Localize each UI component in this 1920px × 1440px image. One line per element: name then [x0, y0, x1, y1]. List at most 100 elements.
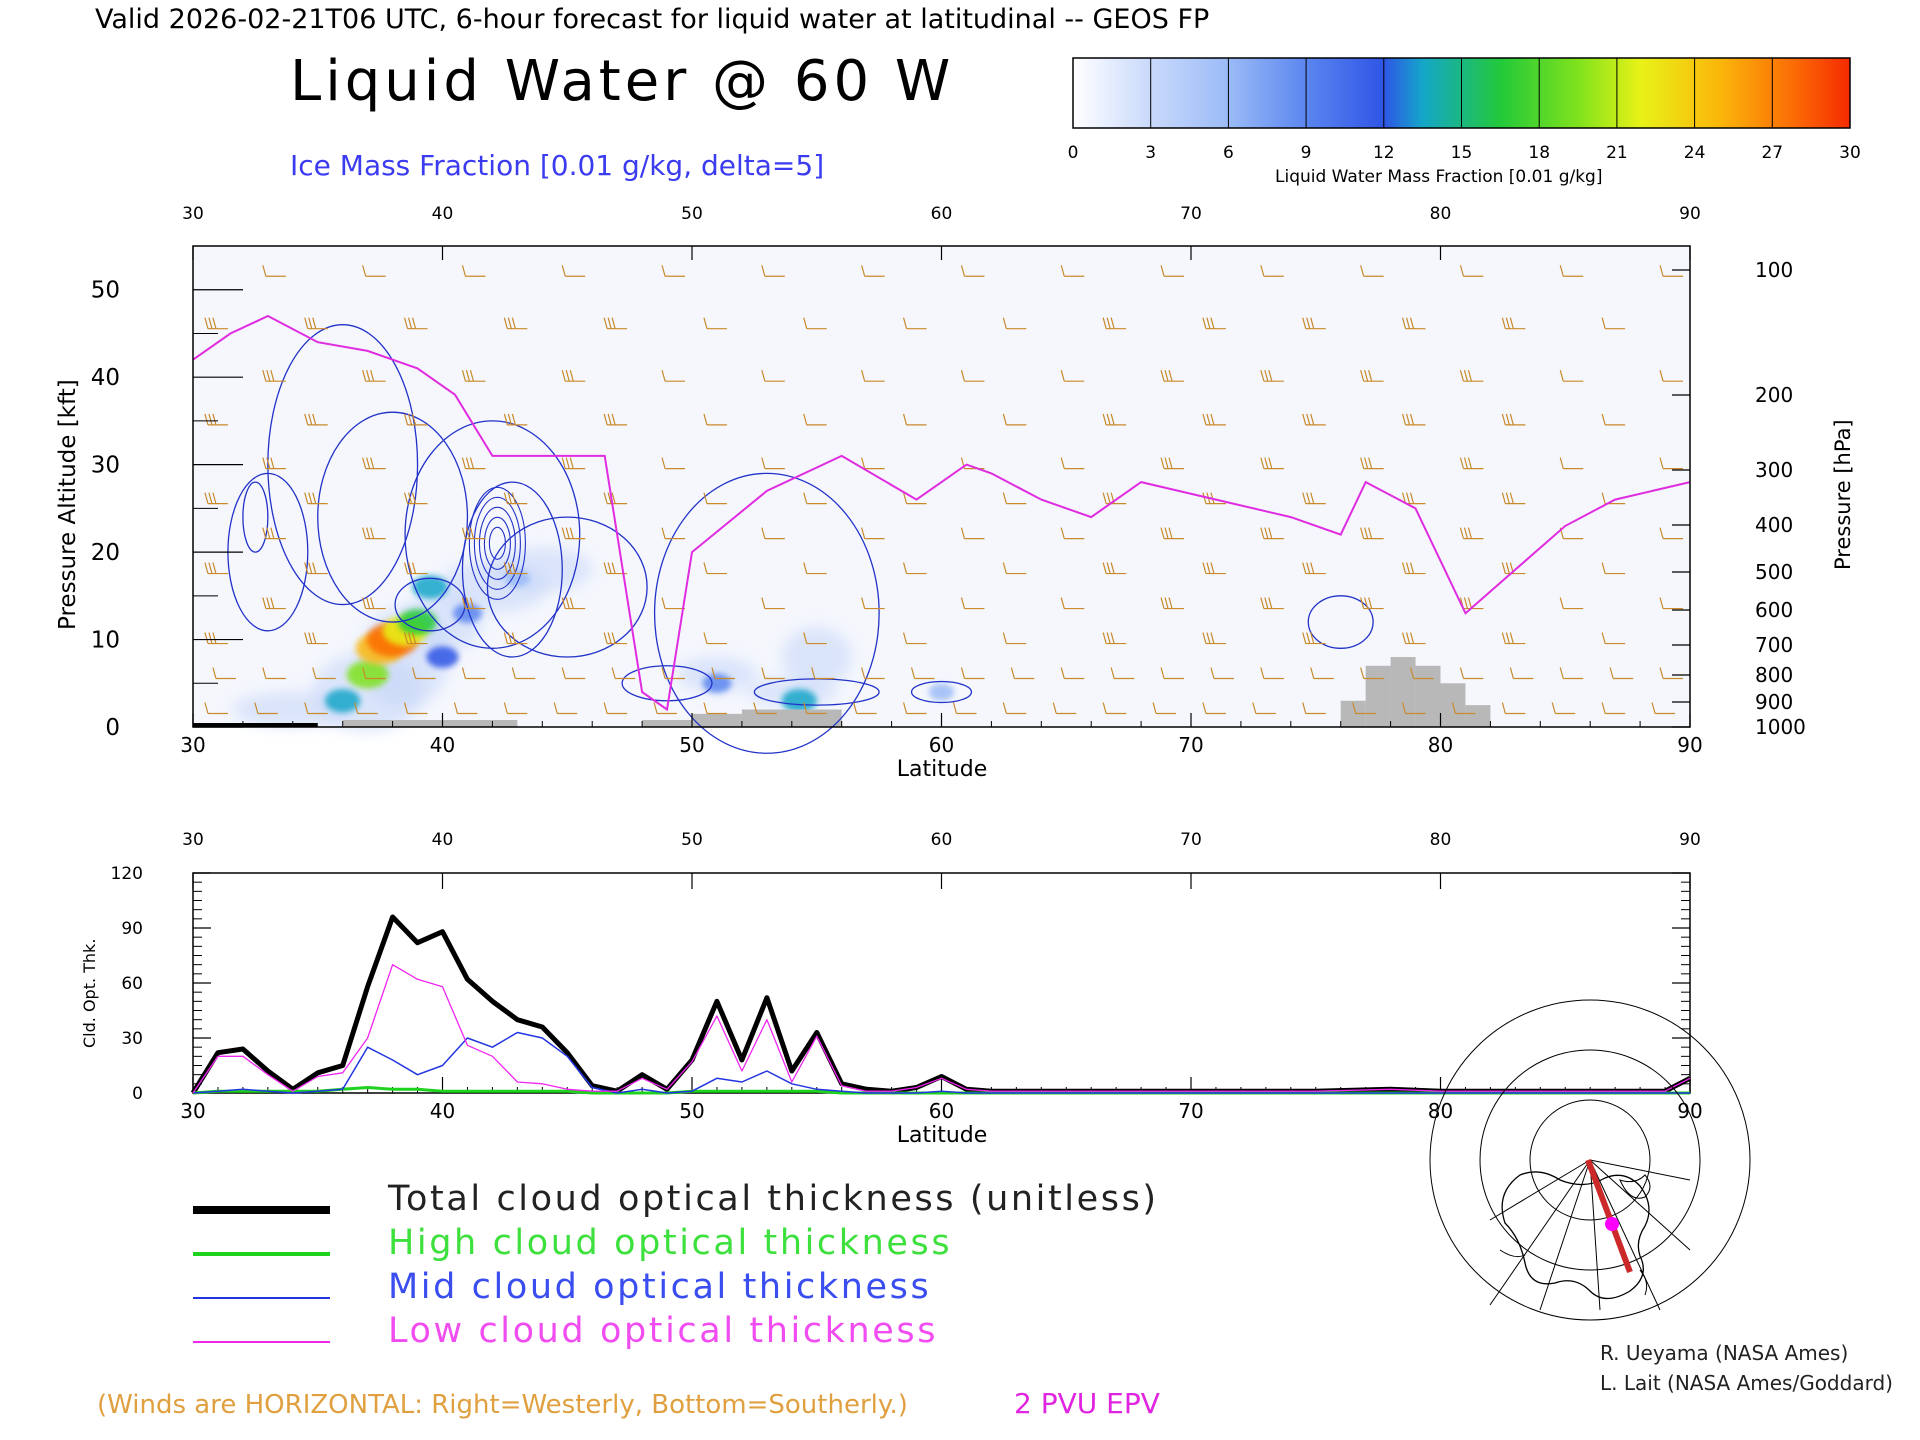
- wind-barb-feather: [1202, 562, 1207, 574]
- wind-barb-feather: [204, 492, 209, 504]
- wind-barb-feather: [1060, 527, 1065, 539]
- wind-barb-feather: [1060, 265, 1065, 277]
- ice-contour: [1307, 595, 1374, 649]
- ice-contour: [486, 516, 648, 658]
- wind-barb: [1609, 667, 1634, 680]
- wind-barb-feather: [761, 667, 766, 679]
- wind-barb-feather: [1509, 632, 1514, 644]
- wind-barb-feather: [1501, 632, 1506, 644]
- wind-barb: [561, 527, 586, 540]
- x-tick-label: 50: [679, 1099, 704, 1123]
- x-tick-label: 60: [929, 733, 954, 757]
- wind-barb-feather: [1601, 413, 1606, 426]
- wind-barb: [503, 702, 528, 715]
- wind-barb: [711, 667, 735, 680]
- wind-barb: [1559, 370, 1584, 382]
- wind-barb: [1459, 370, 1484, 382]
- wind-barb: [661, 527, 686, 540]
- wind-barb-feather: [661, 667, 666, 679]
- wind-barb-feather: [312, 667, 317, 679]
- liquid-water-cell: [426, 646, 459, 668]
- wind-barb: [453, 702, 478, 715]
- wind-barb-feather: [1168, 597, 1173, 609]
- wind-barb: [1360, 527, 1384, 540]
- wind-barb: [902, 702, 927, 715]
- wind-barb-feather: [1268, 527, 1273, 539]
- wind-barb-feather: [304, 413, 309, 426]
- x-tick-label: 90: [1677, 733, 1702, 757]
- legend-low: Low cloud optical thickness: [388, 1311, 938, 1351]
- wind-barb: [204, 492, 228, 505]
- wind-barb: [1160, 527, 1185, 540]
- wind-barb-feather: [503, 317, 508, 329]
- wind-barb: [503, 413, 528, 426]
- wind-barb: [1002, 317, 1027, 330]
- wind-barb-feather: [1310, 667, 1315, 679]
- wind-barb-feather: [1002, 492, 1007, 504]
- wind-barb-feather: [1405, 413, 1411, 426]
- wind-barb-feather: [453, 702, 459, 714]
- wind-barb-feather: [511, 667, 516, 679]
- wind-barb: [1601, 632, 1626, 645]
- bottom-x-label: Latitude: [897, 1123, 988, 1148]
- wind-barb: [204, 413, 228, 426]
- x-top-tick-label: 60: [931, 204, 953, 224]
- wind-barb: [1352, 702, 1376, 715]
- wind-barb-feather: [270, 527, 275, 539]
- wind-barb-feather: [611, 492, 616, 504]
- wind-barb: [561, 597, 586, 610]
- y-right-tick-label: 800: [1755, 663, 1793, 687]
- y-right-tick-label: 600: [1755, 598, 1793, 622]
- wind-barb: [1401, 702, 1426, 715]
- wind-barb: [354, 702, 378, 715]
- wind-barb: [262, 527, 286, 540]
- wind-barb: [661, 370, 686, 382]
- wind-barb: [1459, 527, 1484, 540]
- wind-barb-feather: [1260, 667, 1265, 679]
- wind-barb-feather: [1160, 457, 1165, 469]
- wind-barb-feather: [1110, 632, 1115, 644]
- wind-barb-feather: [262, 457, 267, 469]
- wind-barb-feather: [653, 702, 658, 714]
- wind-barb-feather: [308, 632, 313, 644]
- wind-barb: [1551, 702, 1576, 715]
- wind-barb: [1202, 413, 1226, 426]
- y-right-tick-label: 100: [1755, 258, 1793, 282]
- wind-barb: [461, 265, 486, 277]
- wind-barb: [304, 562, 328, 575]
- x-tick-label: 30: [180, 733, 205, 757]
- wind-barb-feather: [1264, 597, 1269, 609]
- wind-barb: [1559, 667, 1584, 680]
- x-top-tick-label: 40: [432, 204, 454, 224]
- wind-barb-feather: [603, 702, 608, 714]
- wind-barb: [312, 667, 336, 680]
- y-right-tick-label: 1000: [1755, 715, 1806, 739]
- wind-barb-feather: [407, 562, 413, 574]
- wind-barb: [1252, 702, 1276, 715]
- ice-contour-inner: [468, 486, 526, 600]
- wind-barb-feather: [366, 457, 371, 469]
- wind-barb-feather: [1659, 265, 1664, 277]
- wind-barb-feather: [703, 492, 708, 504]
- wind-barb: [262, 457, 286, 470]
- wind-barb-feather: [1206, 632, 1211, 644]
- wind-barb-feather: [1401, 317, 1407, 329]
- wind-barb-feather: [611, 667, 616, 679]
- wind-barb: [1102, 413, 1127, 426]
- wind-barb-feather: [469, 597, 475, 609]
- wind-barb-feather: [1459, 370, 1465, 382]
- wind-barb: [1160, 457, 1185, 470]
- wind-barb-feather: [1601, 492, 1606, 504]
- wind-barb: [403, 702, 428, 715]
- y-tick-label: 60: [121, 974, 143, 994]
- wind-barb-feather: [212, 413, 217, 426]
- wind-barb-feather: [1310, 632, 1315, 644]
- wind-barb: [1401, 317, 1426, 330]
- wind-barb-feather: [1260, 457, 1265, 469]
- colorbar-tick-label: 24: [1684, 143, 1706, 163]
- wind-barb-feather: [1210, 562, 1215, 574]
- wind-barb-feather: [1409, 667, 1415, 679]
- wind-barb: [803, 562, 827, 575]
- ice-contour-inner: [488, 526, 506, 560]
- wind-barb-feather: [1002, 317, 1007, 329]
